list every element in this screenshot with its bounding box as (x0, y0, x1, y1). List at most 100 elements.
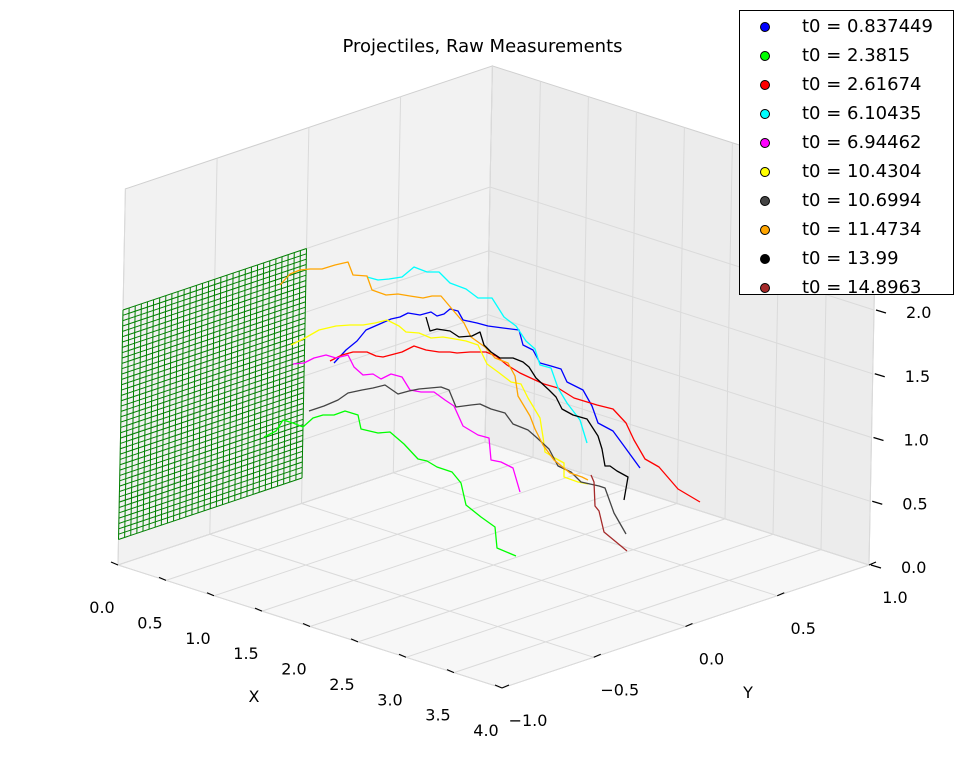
series-line-4 (366, 266, 588, 444)
series-line-8 (279, 261, 589, 481)
legend-marker (760, 254, 770, 264)
z-tick (875, 309, 887, 314)
legend-marker (760, 167, 770, 177)
z-tick (873, 436, 884, 442)
plane-grid-line (119, 397, 304, 460)
plane-grid-line (148, 299, 155, 530)
y-tick-label: 0.5 (791, 619, 816, 638)
legend-label: t0 = 10.6994 (802, 190, 922, 211)
plane-grid-line (122, 280, 307, 343)
plane-grid-line (289, 252, 295, 483)
plane-grid-line (119, 413, 304, 476)
plane-grid-line (120, 370, 305, 434)
plane-grid-line (120, 360, 305, 423)
plane-grid-line (120, 381, 305, 444)
legend-item: t0 = 10.4304 (740, 158, 953, 187)
plane-grid-line (154, 297, 161, 528)
legend-marker (760, 283, 770, 293)
plane-grid-line (120, 392, 304, 455)
plane-grid-line (120, 344, 305, 407)
x-tick-label: 2.0 (281, 660, 306, 679)
x-tick-label: 3.5 (425, 706, 450, 725)
legend-item: t0 = 13.99 (740, 245, 953, 274)
plane-grid-line (209, 279, 216, 509)
x-tick (206, 592, 215, 597)
x-tick-label: 1.5 (233, 644, 258, 663)
series-line-7 (308, 384, 627, 535)
plane-grid-line (197, 283, 204, 513)
plane-grid-line (121, 312, 306, 375)
y-axis-label: Y (742, 683, 753, 702)
plane-grid-line (119, 434, 303, 498)
y-tick (593, 653, 601, 658)
plane-grid-line (122, 274, 307, 338)
plane-grid-line (121, 322, 306, 386)
plane-grid-line (119, 429, 304, 492)
plane-grid-line (121, 306, 306, 370)
plane-grid-line (124, 307, 130, 538)
legend-label: t0 = 0.837449 (802, 16, 933, 37)
plane-grid-line (270, 258, 277, 489)
plane-grid-line (122, 290, 306, 354)
plane-grid-line (119, 408, 304, 471)
series-lines (263, 261, 701, 557)
plane-grid-line (166, 293, 173, 524)
x-tick (494, 684, 503, 689)
plane-grid-line (283, 254, 289, 485)
plane-grid-line (118, 472, 303, 535)
plane-grid-line (185, 287, 191, 517)
plane-grid-line (203, 281, 210, 511)
x-tick-label: 1.0 (185, 629, 210, 648)
z-tick-label: 1.5 (905, 367, 930, 386)
legend-item: t0 = 6.10435 (740, 100, 953, 129)
plane-grid-line (122, 264, 307, 327)
plane-grid-line (121, 333, 305, 396)
x-tick (158, 576, 167, 581)
plane-grid-line (240, 268, 246, 499)
y-tick (501, 684, 510, 689)
plane-grid-line (119, 424, 304, 487)
plane-grid-line (136, 303, 142, 534)
plane-grid-line (118, 309, 124, 540)
x-tick (110, 561, 119, 566)
z-tick (874, 373, 885, 378)
plane-grid-line (121, 301, 306, 364)
z-tick-label: 2.0 (906, 303, 931, 322)
plane-grid-line (277, 256, 283, 487)
legend-item: t0 = 0.837449 (740, 13, 953, 42)
series-line-9 (425, 316, 629, 501)
z-tick (870, 564, 882, 569)
series-line-1 (333, 308, 641, 469)
legend-marker (760, 22, 770, 32)
y-tick-label: −0.5 (600, 680, 639, 699)
z-tick-label: 0.0 (901, 558, 926, 577)
legend-marker (760, 109, 770, 119)
plane-grid-line (173, 291, 179, 522)
y-tick (777, 592, 785, 597)
legend-item: t0 = 2.61674 (740, 71, 953, 100)
plane-grid-line (120, 365, 305, 428)
legend-label: t0 = 6.10435 (802, 103, 922, 124)
legend-item: t0 = 10.6994 (740, 187, 953, 216)
legend-label: t0 = 14.8963 (802, 277, 922, 298)
chart-title: Projectiles, Raw Measurements (342, 36, 623, 57)
plane-grid-line (120, 376, 305, 439)
z-tick-label: 1.0 (904, 431, 929, 450)
series-line-6 (290, 319, 589, 485)
plane-grid-line (118, 461, 303, 524)
legend-label: t0 = 10.4304 (802, 161, 922, 182)
series-line-5 (292, 354, 521, 493)
plane-grid-line (246, 266, 252, 497)
plane-grid-line (120, 349, 305, 412)
plane-grid-line (122, 248, 307, 311)
legend-marker (760, 51, 770, 61)
x-tick-label: 2.5 (329, 675, 354, 694)
plane-grid-line (118, 477, 303, 540)
y-tick (685, 622, 693, 628)
x-tick (302, 622, 311, 628)
x-tick (446, 669, 455, 674)
plane-grid-line (122, 285, 306, 348)
plane-grid-line (295, 250, 301, 481)
plane-grid-line (191, 285, 197, 515)
axis-ticks (110, 309, 887, 689)
